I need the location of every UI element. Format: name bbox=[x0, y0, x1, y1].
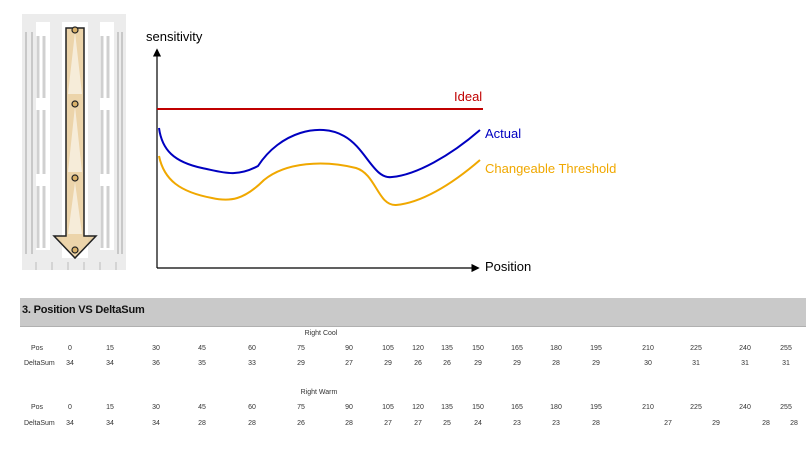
x-axis-title: Position bbox=[485, 259, 531, 274]
table-cell: 27 bbox=[384, 420, 392, 427]
table-cell: 28 bbox=[345, 420, 353, 427]
table-cell: 180 bbox=[550, 345, 562, 352]
table-cell: 195 bbox=[590, 404, 602, 411]
table-cell: 90 bbox=[345, 345, 353, 352]
table-cell: 29 bbox=[712, 420, 720, 427]
table-cell: 33 bbox=[248, 360, 256, 367]
table-cell: 24 bbox=[474, 420, 482, 427]
table-cell: 105 bbox=[382, 404, 394, 411]
table-cell: 31 bbox=[692, 360, 700, 367]
table-cell: 120 bbox=[412, 345, 424, 352]
table-cell: 120 bbox=[412, 404, 424, 411]
table-cell: 31 bbox=[782, 360, 790, 367]
table-cell: 0 bbox=[68, 345, 72, 352]
table-cell: 15 bbox=[106, 345, 114, 352]
table-cell: 28 bbox=[552, 360, 560, 367]
table-cell: 180 bbox=[550, 404, 562, 411]
table-row-label: Pos bbox=[31, 404, 44, 411]
section-title: 3. Position VS DeltaSum bbox=[22, 304, 145, 316]
table-cell: 75 bbox=[297, 404, 305, 411]
table-cell: 15 bbox=[106, 404, 114, 411]
table-cell: 34 bbox=[106, 360, 114, 367]
table-cell: 36 bbox=[152, 360, 160, 367]
table-cell: 29 bbox=[297, 360, 305, 367]
table-cell: 30 bbox=[152, 345, 160, 352]
table-cell: 240 bbox=[739, 404, 751, 411]
table-cell: 225 bbox=[690, 345, 702, 352]
series-line-threshold bbox=[158, 155, 481, 207]
table-row-label: Pos bbox=[31, 345, 44, 352]
table-cell: 30 bbox=[644, 360, 652, 367]
table-cell: 27 bbox=[664, 420, 672, 427]
table-row-label: DeltaSum bbox=[24, 420, 55, 427]
table-cell: 255 bbox=[780, 345, 792, 352]
table-row-label: DeltaSum bbox=[24, 360, 55, 367]
table-cell: 34 bbox=[66, 420, 74, 427]
table-cell: 35 bbox=[198, 360, 206, 367]
table-cell: 150 bbox=[472, 345, 484, 352]
table-cell: 105 bbox=[382, 345, 394, 352]
table-cell: 165 bbox=[511, 404, 523, 411]
table-cell: 34 bbox=[66, 360, 74, 367]
y-axis-title: sensitivity bbox=[146, 29, 203, 44]
table-cell: 34 bbox=[106, 420, 114, 427]
table-cell: 23 bbox=[513, 420, 521, 427]
series-label-actual: Actual bbox=[485, 126, 521, 141]
series-label-ideal: Ideal bbox=[454, 89, 482, 104]
table-cell: 60 bbox=[248, 404, 256, 411]
sensor-illustration bbox=[22, 14, 126, 270]
table-cell: 26 bbox=[297, 420, 305, 427]
table-cell: 23 bbox=[552, 420, 560, 427]
table-cell: 28 bbox=[198, 420, 206, 427]
table-cell: 165 bbox=[511, 345, 523, 352]
section-header: 3. Position VS DeltaSum bbox=[20, 298, 806, 327]
table-cell: 210 bbox=[642, 404, 654, 411]
table-cell: 195 bbox=[590, 345, 602, 352]
table-cell: 31 bbox=[741, 360, 749, 367]
table-cell: 29 bbox=[513, 360, 521, 367]
table-cell: 29 bbox=[384, 360, 392, 367]
table-cell: 28 bbox=[592, 420, 600, 427]
table-cell: 29 bbox=[474, 360, 482, 367]
series-line-actual bbox=[158, 127, 481, 179]
table-cell: 150 bbox=[472, 404, 484, 411]
table-cell: 225 bbox=[690, 404, 702, 411]
table-cell: 28 bbox=[790, 420, 798, 427]
down-arrow-icon bbox=[52, 27, 98, 260]
node-markers bbox=[71, 26, 79, 254]
table-cell: 29 bbox=[592, 360, 600, 367]
table-cell: 27 bbox=[345, 360, 353, 367]
table-cell: 25 bbox=[443, 420, 451, 427]
table-cell: 28 bbox=[762, 420, 770, 427]
table-cell: 90 bbox=[345, 404, 353, 411]
table-cell: 135 bbox=[441, 404, 453, 411]
table-cell: 240 bbox=[739, 345, 751, 352]
table-cell: 210 bbox=[642, 345, 654, 352]
series-label-threshold: Changeable Threshold bbox=[485, 161, 616, 176]
table-cell: 26 bbox=[443, 360, 451, 367]
table-cell: 28 bbox=[248, 420, 256, 427]
table-cell: 26 bbox=[414, 360, 422, 367]
table-cell: 30 bbox=[152, 404, 160, 411]
table-cell: 255 bbox=[780, 404, 792, 411]
table-cell: 45 bbox=[198, 345, 206, 352]
table-cell: 0 bbox=[68, 404, 72, 411]
sensitivity-chart: sensitivity Position Ideal Actual Change… bbox=[146, 29, 616, 274]
table-title: Right Cool bbox=[304, 330, 338, 337]
table-cell: 75 bbox=[297, 345, 305, 352]
table-cell: 45 bbox=[198, 404, 206, 411]
table-cell: 34 bbox=[152, 420, 160, 427]
table-cell: 135 bbox=[441, 345, 453, 352]
table-cell: 27 bbox=[414, 420, 422, 427]
table-cell: 60 bbox=[248, 345, 256, 352]
table-title: Right Warm bbox=[300, 389, 338, 396]
